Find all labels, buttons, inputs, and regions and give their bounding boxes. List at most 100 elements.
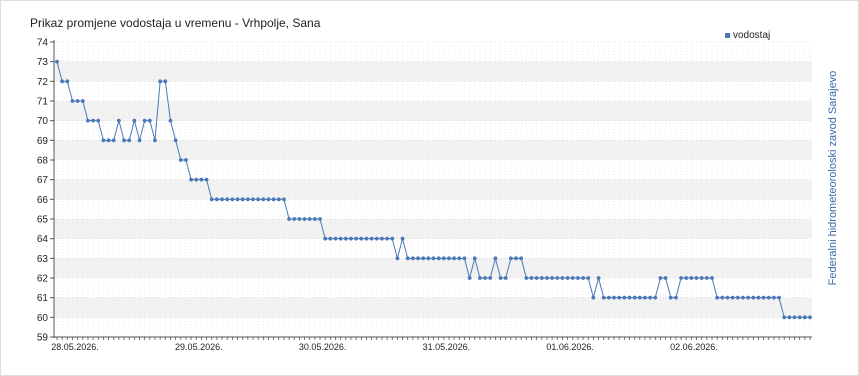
data-point bbox=[204, 177, 209, 182]
data-point bbox=[297, 217, 302, 221]
data-point bbox=[416, 256, 420, 261]
data-point bbox=[452, 256, 457, 261]
data-point bbox=[323, 236, 328, 241]
data-point bbox=[771, 295, 776, 300]
data-point bbox=[106, 138, 111, 143]
data-point bbox=[256, 197, 261, 202]
data-point bbox=[312, 217, 317, 221]
data-point bbox=[431, 256, 436, 261]
data-point bbox=[168, 118, 173, 123]
data-point bbox=[240, 197, 245, 202]
data-point bbox=[410, 256, 415, 261]
data-point bbox=[214, 197, 219, 202]
data-point bbox=[282, 197, 286, 202]
data-point bbox=[710, 276, 714, 280]
y-tick-label: 61 bbox=[37, 293, 49, 304]
data-point bbox=[65, 79, 70, 84]
data-point bbox=[328, 236, 333, 241]
y-tick-label: 74 bbox=[37, 38, 49, 49]
data-point bbox=[55, 59, 59, 64]
data-point bbox=[586, 276, 591, 280]
data-point bbox=[338, 236, 343, 241]
chart-legend[interactable]: vodostaj bbox=[725, 30, 770, 41]
data-point bbox=[808, 315, 812, 320]
data-point bbox=[359, 236, 364, 241]
data-point bbox=[751, 295, 756, 300]
data-point bbox=[622, 295, 627, 300]
data-point bbox=[761, 295, 766, 300]
data-point bbox=[245, 197, 250, 202]
data-point bbox=[488, 276, 493, 280]
data-point bbox=[725, 295, 730, 300]
y-tick-label: 69 bbox=[37, 136, 49, 147]
data-point bbox=[194, 177, 199, 182]
data-point bbox=[153, 138, 157, 143]
data-point bbox=[318, 217, 322, 221]
data-point bbox=[116, 118, 121, 123]
data-point bbox=[142, 118, 147, 123]
data-point bbox=[550, 276, 555, 280]
data-point bbox=[364, 236, 369, 241]
data-point bbox=[405, 256, 410, 261]
data-point bbox=[694, 276, 699, 280]
data-point bbox=[75, 99, 80, 103]
data-point bbox=[704, 276, 709, 280]
data-point bbox=[555, 276, 560, 280]
data-point bbox=[441, 256, 446, 261]
data-point bbox=[741, 295, 745, 300]
data-point bbox=[209, 197, 214, 202]
data-point bbox=[591, 295, 596, 300]
data-point bbox=[663, 276, 668, 280]
data-point bbox=[483, 276, 487, 280]
data-point bbox=[519, 256, 524, 261]
data-point bbox=[653, 295, 658, 300]
data-point bbox=[421, 256, 426, 261]
data-point bbox=[380, 236, 384, 241]
legend-label: vodostaj bbox=[733, 30, 771, 41]
data-point bbox=[493, 256, 498, 261]
data-point bbox=[565, 276, 570, 280]
data-point bbox=[601, 295, 606, 300]
y-tick-label: 73 bbox=[37, 57, 49, 68]
data-point bbox=[679, 276, 683, 280]
data-point bbox=[617, 295, 622, 300]
data-point bbox=[766, 295, 771, 300]
y-tick-label: 65 bbox=[37, 215, 49, 226]
y-tick-label: 70 bbox=[37, 116, 49, 127]
data-point bbox=[447, 256, 451, 261]
x-tick-label: 31.05.2026. bbox=[423, 342, 471, 352]
axes bbox=[53, 40, 812, 338]
data-point bbox=[80, 99, 85, 103]
data-point bbox=[395, 256, 400, 261]
x-tick-label: 01.06.2026. bbox=[546, 342, 594, 352]
data-point bbox=[570, 276, 575, 280]
y-tick-label: 60 bbox=[37, 313, 49, 324]
data-point bbox=[668, 295, 673, 300]
chart-title: Prikaz promjene vodostaja u vremenu - Vr… bbox=[30, 16, 321, 30]
data-point bbox=[91, 118, 96, 123]
y-tick-label: 72 bbox=[37, 77, 49, 88]
data-point bbox=[147, 118, 152, 123]
data-point bbox=[606, 295, 611, 300]
data-point bbox=[292, 217, 297, 221]
data-point bbox=[648, 295, 653, 300]
data-point bbox=[545, 276, 549, 280]
y-tick-label: 67 bbox=[37, 175, 49, 186]
data-point bbox=[266, 197, 271, 202]
y-tick-label: 71 bbox=[37, 97, 49, 108]
data-point bbox=[101, 138, 106, 143]
data-point bbox=[699, 276, 704, 280]
data-point bbox=[251, 197, 255, 202]
data-point bbox=[225, 197, 230, 202]
x-tick-label: 30.05.2026. bbox=[299, 342, 347, 352]
data-point bbox=[276, 197, 281, 202]
y-tick-label: 64 bbox=[37, 234, 49, 245]
data-point bbox=[271, 197, 276, 202]
data-point bbox=[508, 256, 513, 261]
data-point bbox=[674, 295, 678, 300]
data-point bbox=[462, 256, 467, 261]
data-point bbox=[96, 118, 101, 123]
data-point bbox=[529, 276, 534, 280]
data-point bbox=[184, 158, 188, 162]
